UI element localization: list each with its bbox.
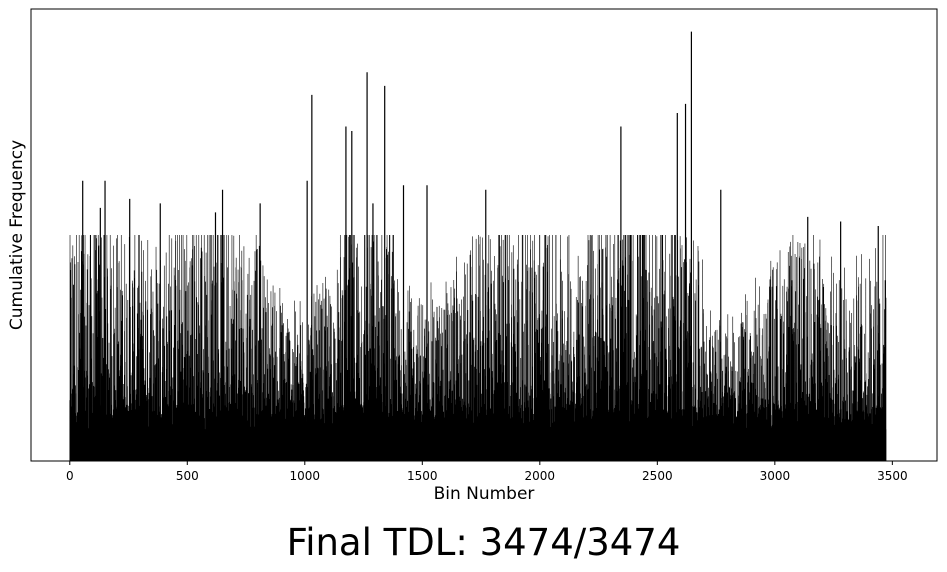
x-tick-label: 1000 [290, 469, 321, 483]
chart-svg: 0 500 1000 1500 2000 2500 3000 3500 Bin Number … [0, 0, 947, 520]
x-tick-label: 0 [66, 469, 74, 483]
y-axis-label: Cumulative Frequency [7, 140, 27, 330]
x-axis-ticks: 0 500 1000 1500 2000 2500 3000 3500 [66, 461, 908, 483]
x-axis-label: Bin Number [434, 484, 535, 504]
x-tick-label: 3500 [877, 469, 908, 483]
x-tick-label: 500 [176, 469, 199, 483]
histogram-base-band [70, 429, 886, 461]
x-tick-label: 1500 [407, 469, 438, 483]
x-tick-label: 3000 [760, 469, 791, 483]
caption: Final TDL: 3474/3474 [0, 519, 947, 567]
x-tick-label: 2000 [525, 469, 556, 483]
x-tick-label: 2500 [642, 469, 673, 483]
